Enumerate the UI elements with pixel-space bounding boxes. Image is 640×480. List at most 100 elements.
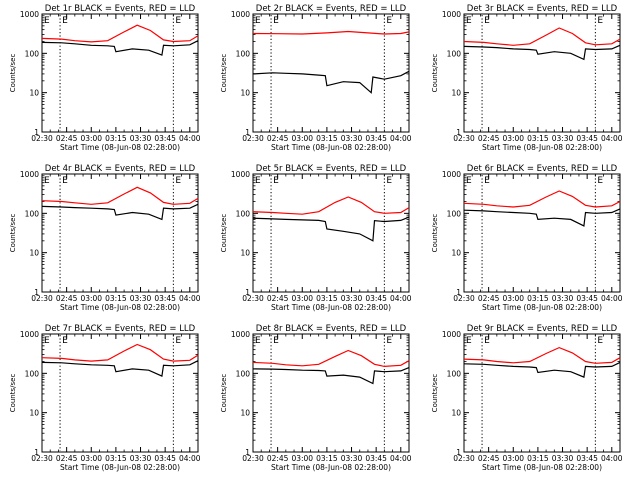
x-tick-label: 03:30 xyxy=(341,294,363,303)
x-axis-label: Start Time (08-Jun-08 02:28:00) xyxy=(482,303,602,312)
x-tick-label: 02:45 xyxy=(56,294,78,303)
plot-frame xyxy=(41,173,199,293)
panel-title: Det 2r BLACK = Events, RED = LLD xyxy=(256,4,407,14)
x-tick-label: 04:00 xyxy=(179,294,201,303)
marker-label: E xyxy=(62,176,68,186)
x-tick-label: 04:00 xyxy=(390,294,412,303)
x-tick-label: 03:15 xyxy=(527,134,549,143)
y-tick-label: 10 xyxy=(29,89,39,98)
x-tick-label: 03:45 xyxy=(154,294,176,303)
events-series-line xyxy=(252,70,410,94)
y-tick-label: 1000 xyxy=(231,10,250,19)
x-tick-label: 03:15 xyxy=(105,454,127,463)
y-tick-label: 1 xyxy=(34,128,39,137)
x-tick-label: 03:45 xyxy=(576,294,598,303)
lld-series-line xyxy=(41,343,199,362)
x-tick-label: 02:45 xyxy=(267,134,289,143)
marker-label: E xyxy=(62,16,68,26)
y-axis-label: Counts/sec xyxy=(9,214,17,253)
x-tick-label: 03:00 xyxy=(291,134,313,143)
x-tick-label: 03:30 xyxy=(552,134,574,143)
y-axis-label: Counts/sec xyxy=(9,374,17,413)
x-axis-label: Start Time (08-Jun-08 02:28:00) xyxy=(482,463,602,472)
marker-label: E xyxy=(466,16,472,26)
marker-label: E xyxy=(466,176,472,186)
y-tick-label: 100 xyxy=(25,369,40,378)
x-tick-label: 03:00 xyxy=(291,454,313,463)
marker-label: E xyxy=(386,16,392,26)
y-tick-label: 10 xyxy=(29,409,39,418)
lld-series-line xyxy=(463,27,621,46)
detector-panel: Det 4r BLACK = Events, RED = LLD 1 10 100 10… xyxy=(9,164,201,312)
events-series-line xyxy=(41,360,199,377)
y-tick-label: 100 xyxy=(25,209,40,218)
panel-title: Det 8r BLACK = Events, RED = LLD xyxy=(256,324,407,334)
marker-label: E xyxy=(255,336,261,346)
marker-label: E xyxy=(484,336,490,346)
x-tick-label: 04:00 xyxy=(390,134,412,143)
x-tick-label: 03:15 xyxy=(316,454,338,463)
lld-series-line xyxy=(41,24,199,43)
marker-label: E xyxy=(484,16,490,26)
x-tick-label: 03:15 xyxy=(527,294,549,303)
x-tick-label: 03:45 xyxy=(365,294,387,303)
y-tick-label: 1 xyxy=(456,288,461,297)
x-tick-label: 03:00 xyxy=(502,294,524,303)
x-axis-label: Start Time (08-Jun-08 02:28:00) xyxy=(60,463,180,472)
y-tick-label: 100 xyxy=(447,369,462,378)
panel-title: Det 5r BLACK = Events, RED = LLD xyxy=(256,164,407,174)
events-series-line xyxy=(252,367,410,385)
y-tick-label: 10 xyxy=(451,409,461,418)
x-tick-label: 02:45 xyxy=(56,454,78,463)
detector-panel: Det 6r BLACK = Events, RED = LLD 1 10 100 10… xyxy=(431,164,623,312)
lld-series-line xyxy=(463,190,621,208)
y-tick-label: 10 xyxy=(451,249,461,258)
y-tick-label: 10 xyxy=(29,249,39,258)
marker-label: E xyxy=(175,16,181,26)
x-tick-label: 03:45 xyxy=(365,454,387,463)
x-axis-label: Start Time (08-Jun-08 02:28:00) xyxy=(271,463,391,472)
events-series-line xyxy=(252,216,410,242)
marker-label: E xyxy=(273,176,279,186)
y-tick-label: 1 xyxy=(34,448,39,457)
x-tick-label: 02:30 xyxy=(242,134,264,143)
y-tick-label: 100 xyxy=(447,49,462,58)
marker-label: E xyxy=(597,176,603,186)
x-axis-label: Start Time (08-Jun-08 02:28:00) xyxy=(271,303,391,312)
y-axis-label: Counts/sec xyxy=(220,214,228,253)
x-tick-label: 02:45 xyxy=(478,454,500,463)
x-tick-label: 02:30 xyxy=(453,134,475,143)
y-tick-label: 1 xyxy=(245,448,250,457)
x-tick-label: 02:45 xyxy=(267,454,289,463)
detector-panel: Det 9r BLACK = Events, RED = LLD 1 10 100 10… xyxy=(431,324,623,472)
detector-panel: Det 7r BLACK = Events, RED = LLD 1 10 100 10… xyxy=(9,324,201,472)
x-tick-label: 03:30 xyxy=(130,294,152,303)
marker-label: E xyxy=(175,176,181,186)
marker-label: E xyxy=(597,336,603,346)
y-tick-label: 100 xyxy=(236,369,251,378)
marker-label: E xyxy=(44,16,50,26)
detector-panel: Det 5r BLACK = Events, RED = LLD 1 10 100 10… xyxy=(220,164,412,312)
x-tick-label: 02:45 xyxy=(478,294,500,303)
lld-series-line xyxy=(252,30,410,35)
x-tick-label: 03:30 xyxy=(130,134,152,143)
plot-frame xyxy=(41,333,199,453)
plot-frame xyxy=(463,173,621,293)
y-tick-label: 1000 xyxy=(20,10,39,19)
y-tick-label: 10 xyxy=(451,89,461,98)
x-tick-label: 03:00 xyxy=(502,454,524,463)
events-series-line xyxy=(463,361,621,378)
x-tick-label: 04:00 xyxy=(179,454,201,463)
marker-label: E xyxy=(175,336,181,346)
plot-frame xyxy=(41,13,199,133)
y-tick-label: 1000 xyxy=(442,170,461,179)
y-tick-label: 10 xyxy=(240,89,250,98)
lld-series-line xyxy=(463,346,621,364)
y-axis-label: Counts/sec xyxy=(220,54,228,93)
x-tick-label: 03:45 xyxy=(576,134,598,143)
plot-frame xyxy=(252,333,410,453)
y-tick-label: 1000 xyxy=(231,170,250,179)
y-tick-label: 10 xyxy=(240,409,250,418)
lld-series-line xyxy=(252,349,410,368)
panel-title: Det 9r BLACK = Events, RED = LLD xyxy=(467,324,618,334)
